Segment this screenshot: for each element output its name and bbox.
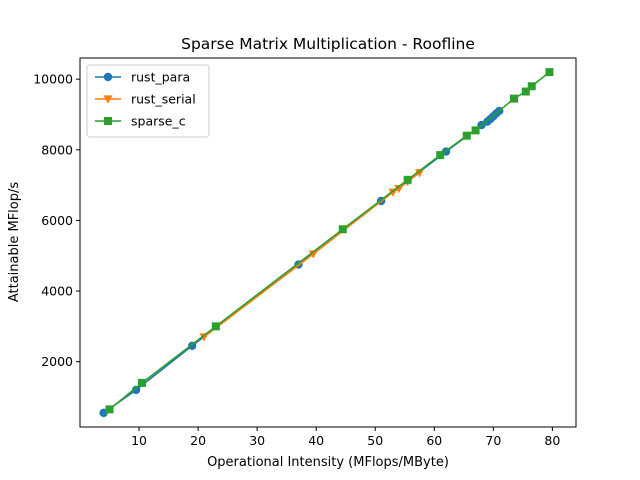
data-point-rust_para-1 (131, 385, 141, 395)
data-point-rust_serial-0 (199, 333, 209, 342)
x-tick-label-50: 50 (367, 433, 383, 448)
data-point-sparse_c-2 (211, 322, 220, 331)
data-point-sparse_c-0 (105, 405, 114, 414)
legend-box (86, 64, 210, 138)
data-point-sparse_c-8 (510, 94, 518, 103)
y-tick-label-6000: 6000 (41, 213, 73, 228)
data-point-sparse_c-6 (462, 131, 471, 140)
legend-marker-rust_para (103, 72, 113, 82)
x-tick-label-70: 70 (485, 433, 501, 448)
data-point-sparse_c-3 (338, 225, 347, 234)
data-point-sparse_c-5 (436, 151, 445, 160)
x-tick-label-40: 40 (308, 433, 324, 448)
legend-marker-sparse_c (104, 117, 112, 125)
y-tick-label-2000: 2000 (41, 354, 73, 369)
y-tick-label-8000: 8000 (41, 142, 73, 157)
legend-entry-rust_para: rust_para (95, 70, 190, 85)
legend: rust_para rust_serial sparse_c (86, 64, 210, 138)
y-tick-label-10000: 10000 (33, 72, 73, 87)
data-point-sparse_c-7 (471, 126, 480, 135)
data-point-rust_serial-1 (308, 250, 318, 259)
legend-label-rust_serial: rust_serial (131, 92, 196, 107)
data-point-sparse_c-9 (521, 87, 530, 96)
legend-label-rust_para: rust_para (131, 70, 190, 85)
y-tick-label-4000: 4000 (41, 284, 73, 299)
data-point-sparse_c-4 (403, 175, 412, 184)
x-tick-label-80: 80 (544, 433, 560, 448)
y-axis-label: Attainable MFlop/s (7, 182, 22, 303)
axes-frame (79, 57, 577, 428)
legend-marker-rust_serial (103, 95, 113, 104)
data-point-sparse_c-11 (545, 68, 554, 77)
x-tick-label-20: 20 (190, 433, 206, 448)
axes: 10 20 30 40 50 60 70 80 2000 4000 6000 8000 10000 (33, 57, 577, 448)
chart-title: Sparse Matrix Multiplication - Roofline (181, 35, 475, 53)
x-tick-label-30: 30 (249, 433, 265, 448)
legend-entry-rust_serial: rust_serial (95, 92, 196, 107)
x-axis-label: Operational Intensity (MFlops/MByte) (207, 455, 449, 470)
data-point-sparse_c-10 (527, 82, 536, 91)
data-point-sparse_c-1 (138, 378, 146, 387)
data-point-rust_serial-3 (394, 185, 404, 194)
series-sparse_c (105, 68, 554, 414)
x-tick-label-10: 10 (131, 433, 147, 448)
data-point-rust_serial-2 (388, 188, 398, 197)
legend-label-sparse_c: sparse_c (131, 114, 186, 129)
legend-entry-sparse_c: sparse_c (95, 114, 186, 129)
x-tick-label-60: 60 (426, 433, 442, 448)
data-point-rust_serial-5 (414, 169, 425, 178)
plot-area (99, 68, 554, 418)
